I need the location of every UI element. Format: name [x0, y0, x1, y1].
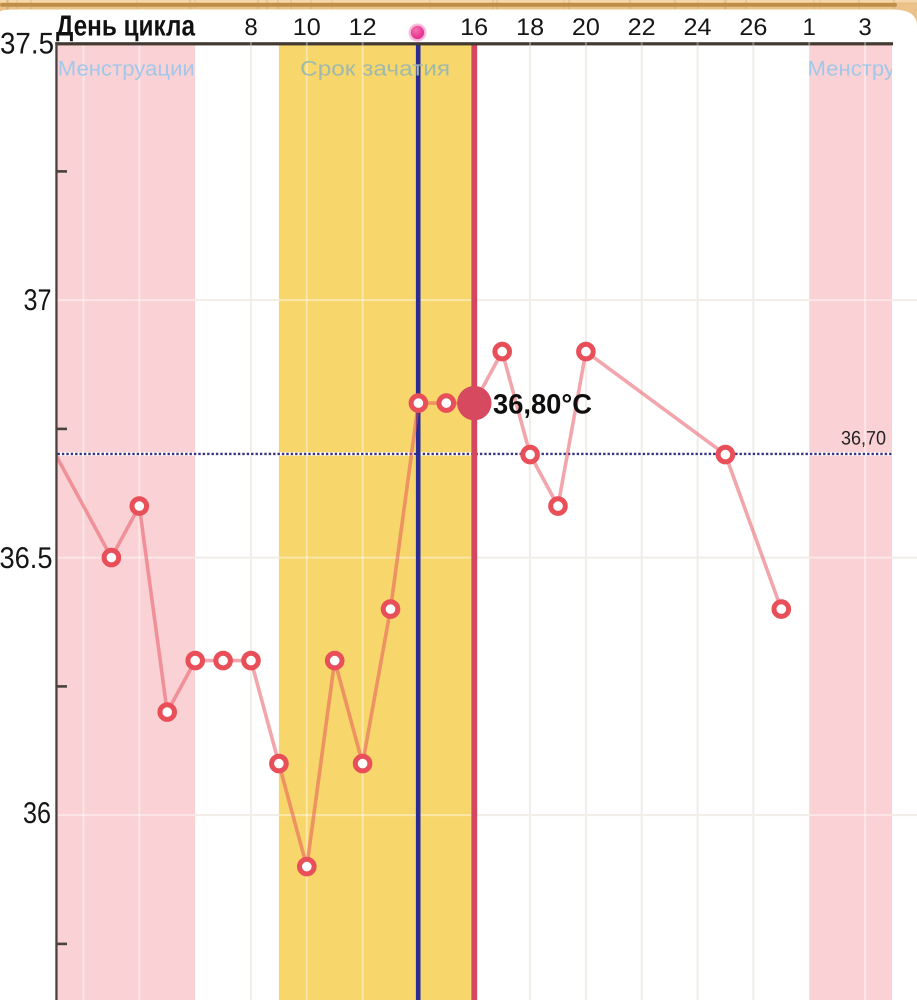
svg-text:12: 12 [349, 14, 377, 41]
svg-text:22: 22 [628, 14, 656, 41]
svg-text:24: 24 [684, 14, 712, 41]
svg-text:20: 20 [572, 14, 600, 41]
svg-text:3: 3 [858, 14, 871, 41]
svg-text:16: 16 [460, 14, 488, 41]
svg-text:36,80°C: 36,80°C [493, 389, 592, 420]
svg-text:8: 8 [244, 14, 257, 41]
svg-text:36: 36 [23, 797, 51, 830]
svg-text:18: 18 [516, 14, 544, 41]
svg-text:День цикла: День цикла [56, 11, 196, 43]
svg-text:Менструации: Менструации [58, 58, 195, 81]
svg-text:10: 10 [293, 14, 321, 41]
svg-text:Менструации: Менструации [808, 58, 917, 81]
svg-text:36.5: 36.5 [0, 542, 53, 575]
svg-text:36,70: 36,70 [841, 428, 886, 450]
svg-text:26: 26 [739, 14, 767, 41]
svg-text:Срок зачатия: Срок зачатия [300, 58, 450, 81]
svg-text:37.5: 37.5 [0, 28, 54, 61]
svg-text:37: 37 [24, 284, 52, 317]
svg-text:1: 1 [803, 14, 816, 41]
